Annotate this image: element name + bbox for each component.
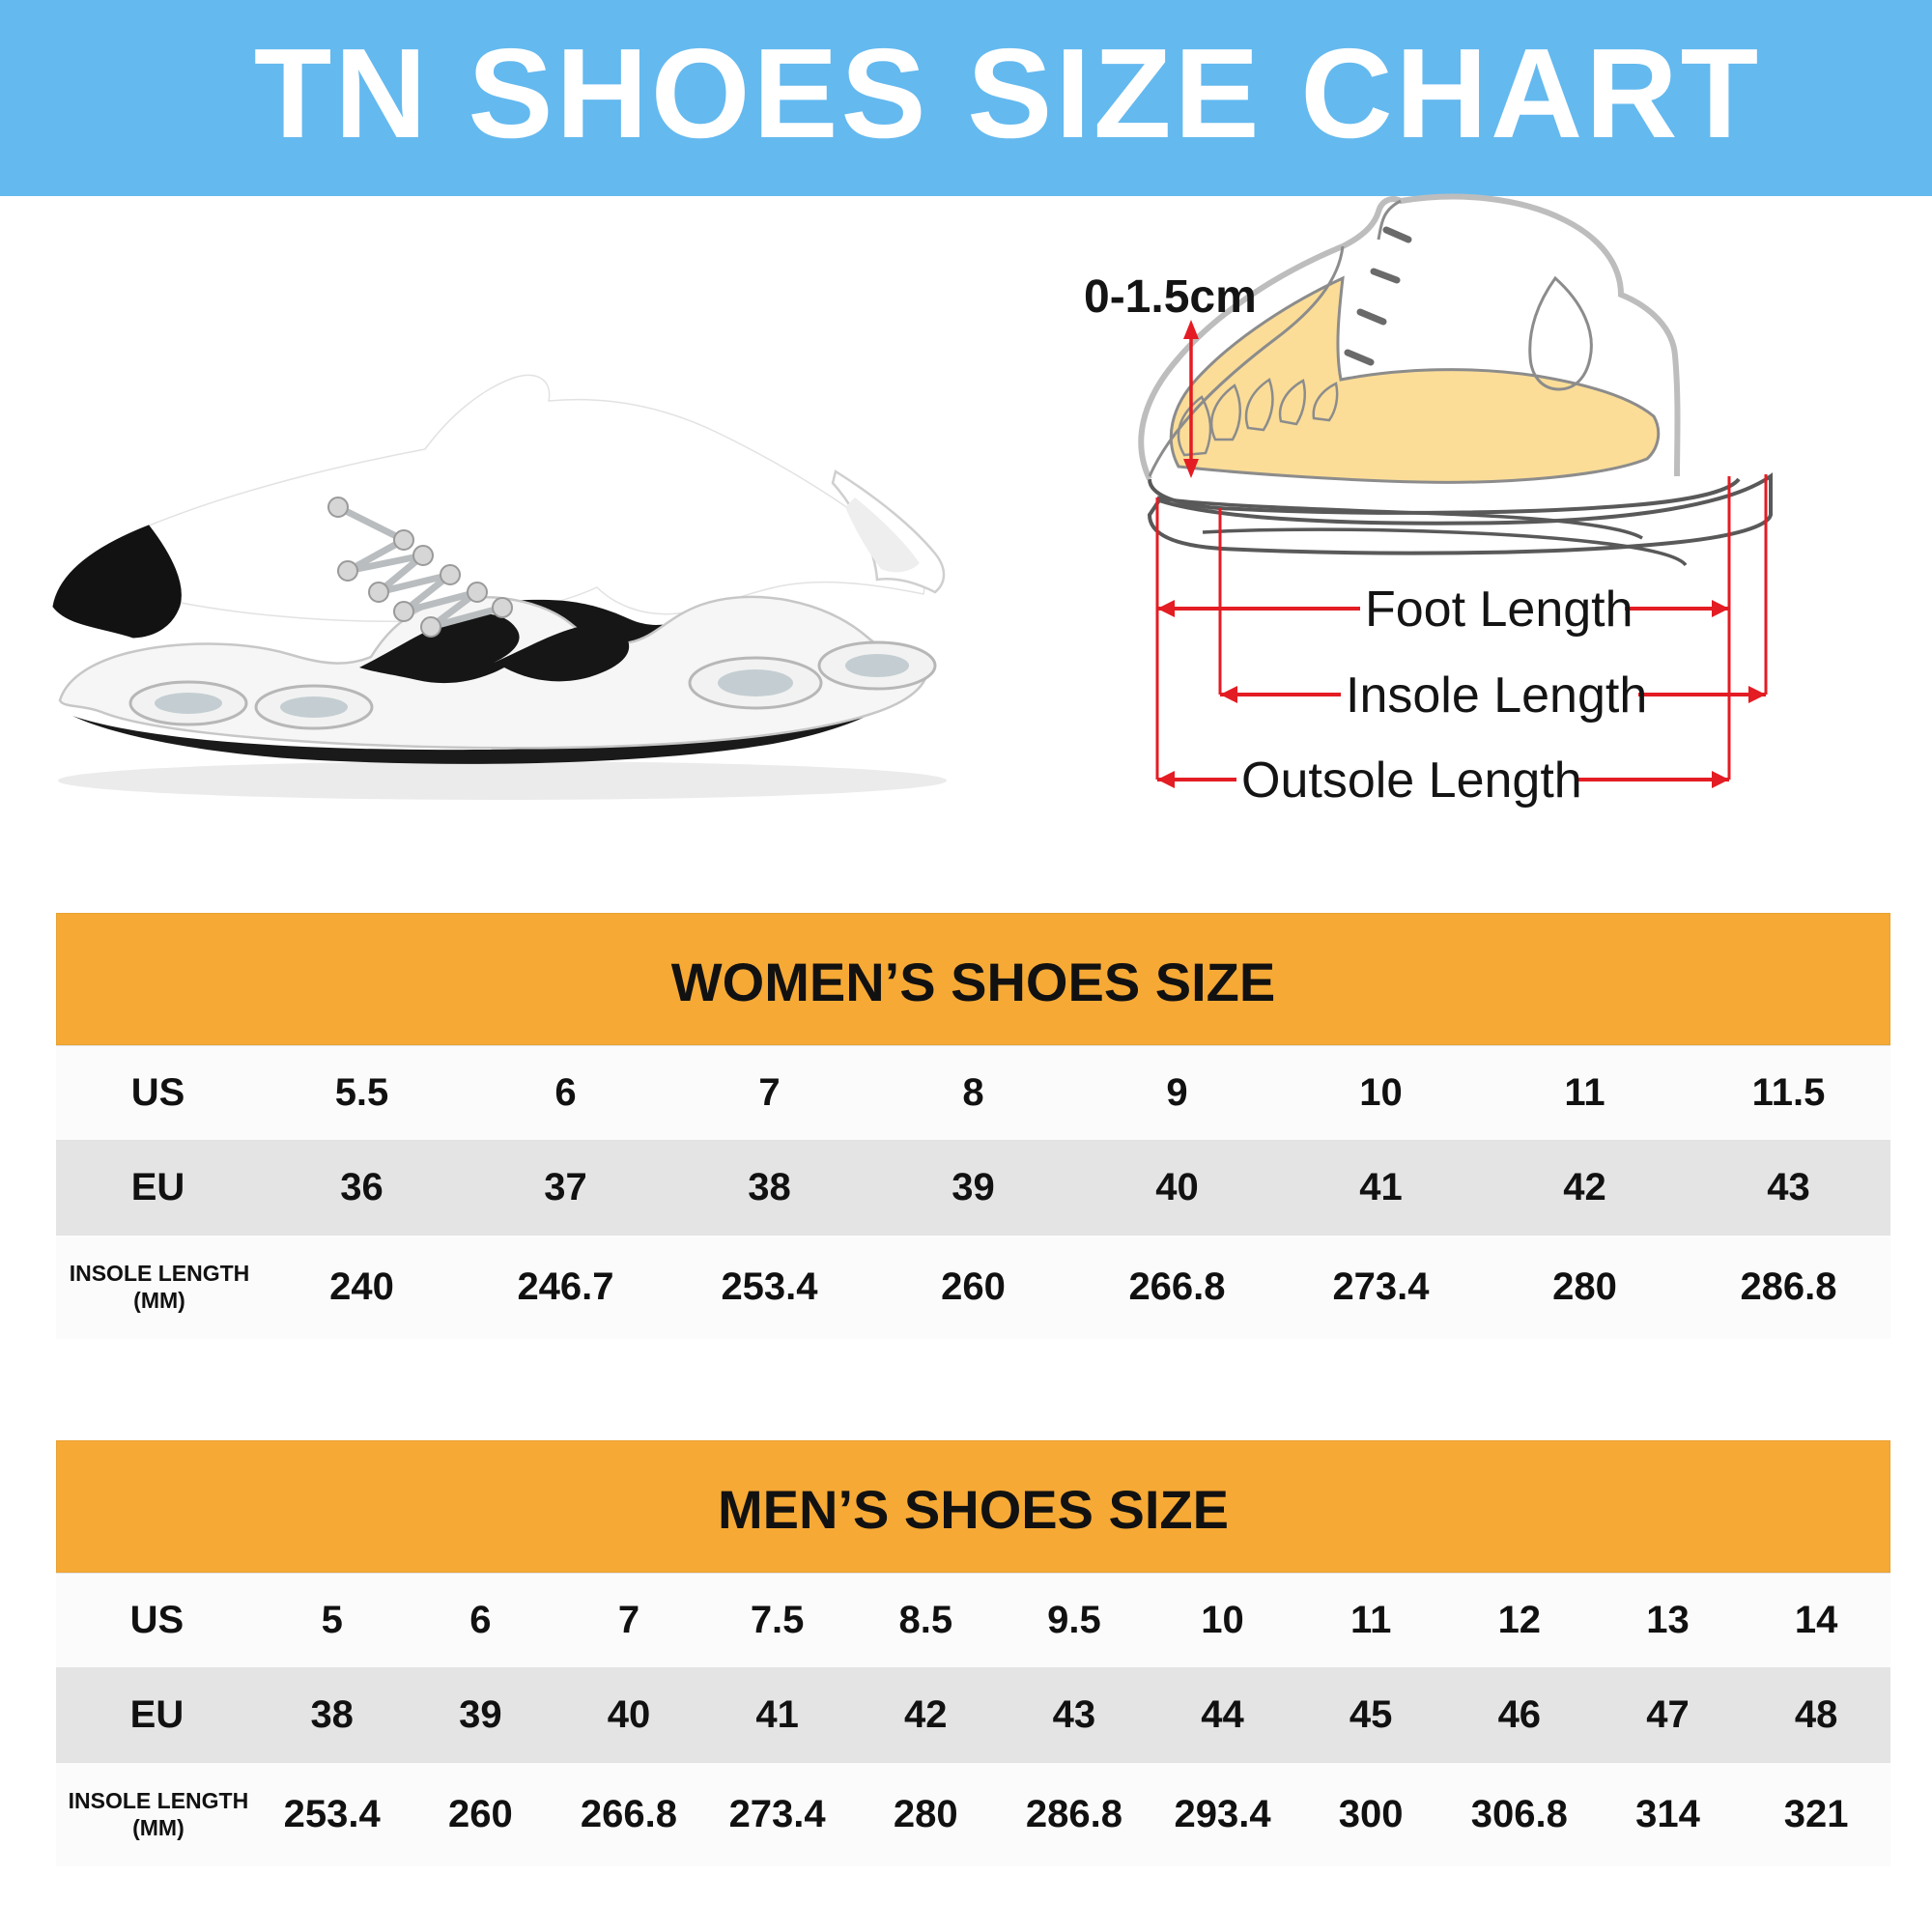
svg-text:Insole Length: Insole Length bbox=[1346, 668, 1647, 724]
svg-text:0-1.5cm: 0-1.5cm bbox=[1084, 271, 1257, 323]
svg-text:Outsole Length: Outsole Length bbox=[1241, 753, 1582, 809]
svg-text:Foot Length: Foot Length bbox=[1365, 582, 1634, 638]
